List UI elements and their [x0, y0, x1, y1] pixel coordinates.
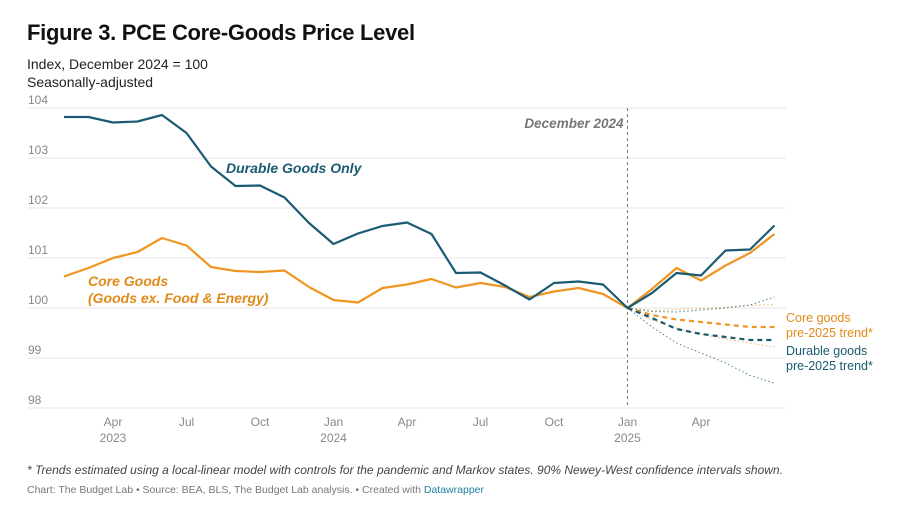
x-tick-label: Apr — [104, 415, 123, 429]
y-gridlines — [28, 107, 786, 409]
series-annotation-label: Durable Goods Only — [226, 160, 363, 176]
series-annotation-label: (Goods ex. Food & Energy) — [88, 290, 269, 306]
series-line-durable-goods-only — [64, 113, 776, 310]
series-line-durable-goods-upper-ci — [627, 296, 775, 313]
series-annotation-label: Durable goods — [786, 344, 867, 358]
x-tick-label: Jan — [324, 415, 343, 429]
reference-line-group: December 2024 — [524, 108, 628, 408]
x-tick-year-label: 2025 — [614, 431, 641, 445]
x-tick-label: Oct — [251, 415, 270, 429]
series-line-core-goods-goods-ex-food-energy- — [63, 233, 776, 310]
y-tick-label: 100 — [28, 293, 48, 307]
series-annotation-label: pre-2025 trend* — [786, 359, 873, 373]
series-line-durable-goods-pre-2025-trend — [627, 306, 775, 342]
chart-subtitle-index: Index, December 2024 = 100 — [27, 56, 208, 72]
chart-subtitle-adjustment: Seasonally-adjusted — [27, 74, 154, 90]
series-annotation-label: pre-2025 trend* — [786, 326, 873, 340]
footnote: * Trends estimated using a local-linear … — [27, 463, 783, 477]
series-line-core-goods-upper-ci — [627, 304, 775, 311]
y-tick-label: 102 — [28, 193, 48, 207]
x-tick-year-label: 2023 — [100, 431, 127, 445]
x-tick-label: Apr — [692, 415, 711, 429]
y-tick-label: 101 — [28, 243, 48, 257]
x-tick-label: Apr — [398, 415, 417, 429]
x-tick-label: Oct — [545, 415, 564, 429]
reference-line-label: December 2024 — [524, 116, 624, 131]
x-tick-label: Jan — [618, 415, 637, 429]
source-text: Chart: The Budget Lab • Source: BEA, BLS… — [27, 484, 424, 496]
x-tick-label: Jul — [473, 415, 488, 429]
series-line-core-goods-lower-ci — [627, 307, 775, 348]
series-annotations: Durable Goods Only Core Goods(Goods ex. F… — [88, 160, 873, 373]
datawrapper-link[interactable]: Datawrapper — [423, 484, 484, 496]
y-tick-label: 104 — [28, 93, 48, 107]
y-tick-label: 99 — [28, 343, 42, 357]
series-annotation-label: Core Goods — [88, 273, 168, 289]
y-tick-label: 98 — [28, 393, 42, 407]
x-tick-label: Jul — [179, 415, 194, 429]
series-line-core-goods-pre-2025-trend — [627, 306, 775, 329]
x-axis-labels: Apr 2023 Jul Oct Jan 2024 Apr Jul Oct Jan 2025 Apr — [100, 415, 711, 445]
series-lines — [63, 113, 776, 384]
chart-title: Figure 3. PCE Core-Goods Price Level — [27, 20, 415, 45]
y-tick-label: 103 — [28, 143, 48, 157]
series-line-durable-goods-lower-ci — [627, 307, 775, 384]
y-axis-labels: 98 99 100 101 102 103 104 — [28, 93, 48, 407]
source-credit: Chart: The Budget Lab • Source: BEA, BLS… — [27, 484, 484, 496]
x-tick-year-label: 2024 — [320, 431, 347, 445]
series-annotation-label: Core goods — [786, 311, 851, 325]
